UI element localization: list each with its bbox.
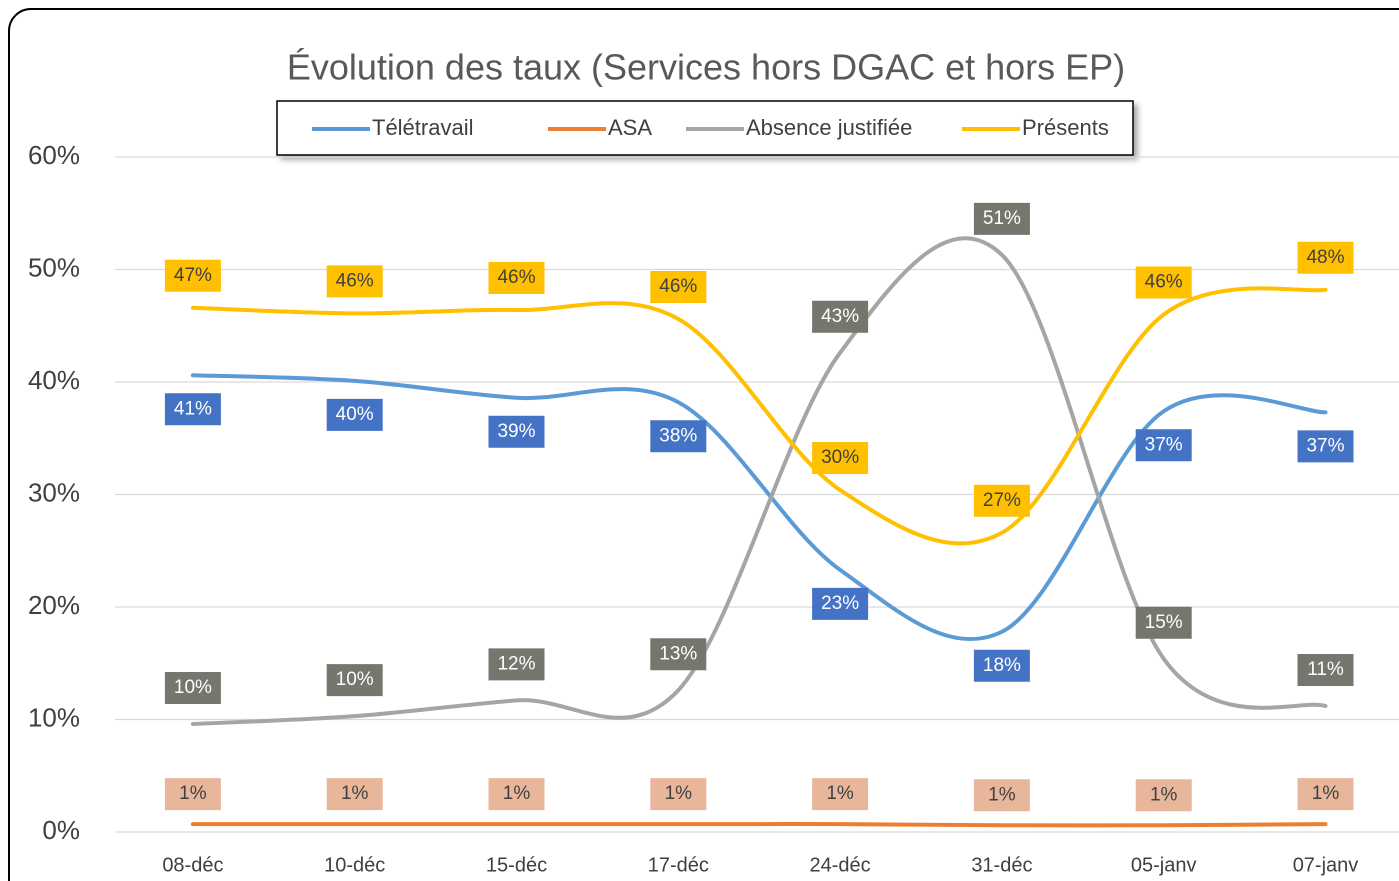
data-label-box bbox=[973, 484, 1030, 517]
y-tick-label: 60% bbox=[28, 140, 80, 170]
x-tick-label: 24-déc bbox=[810, 854, 871, 876]
data-label-box bbox=[164, 393, 221, 426]
y-tick-label: 40% bbox=[28, 365, 80, 395]
data-label-box bbox=[973, 202, 1030, 235]
data-label: 15% bbox=[1145, 612, 1183, 633]
x-tick-label: 17-déc bbox=[648, 854, 709, 876]
data-label: 1% bbox=[665, 783, 693, 804]
x-tick-label: 05-janv bbox=[1131, 854, 1197, 876]
data-label: 1% bbox=[503, 783, 531, 804]
y-tick-label: 20% bbox=[28, 590, 80, 620]
data-label-box bbox=[1135, 779, 1192, 812]
data-label-box bbox=[326, 664, 383, 697]
data-label-box bbox=[650, 420, 707, 453]
data-label-box bbox=[812, 778, 869, 811]
data-label: 23% bbox=[821, 593, 859, 614]
data-label-box bbox=[1135, 429, 1192, 462]
data-label-box bbox=[488, 262, 545, 294]
x-tick-label: 15-déc bbox=[486, 854, 547, 876]
data-label: 10% bbox=[174, 677, 212, 698]
line-series bbox=[190, 286, 1328, 546]
data-label-box bbox=[1297, 654, 1354, 686]
data-label-box bbox=[1297, 430, 1354, 463]
data-label: 46% bbox=[497, 267, 535, 288]
data-label: 12% bbox=[497, 653, 535, 674]
y-tick-label: 0% bbox=[42, 815, 80, 845]
data-label-box bbox=[973, 649, 1030, 682]
data-label-box bbox=[812, 587, 869, 620]
legend-label: Absence justifiée bbox=[746, 115, 912, 140]
data-label-box bbox=[1297, 241, 1354, 274]
data-label: 13% bbox=[659, 643, 697, 664]
data-label: 39% bbox=[497, 421, 535, 442]
legend-label: Présents bbox=[1022, 115, 1109, 140]
data-label-box bbox=[488, 778, 545, 811]
data-label-box bbox=[164, 672, 221, 704]
y-tick-label: 50% bbox=[28, 252, 80, 282]
data-label-box bbox=[164, 259, 221, 292]
data-label: 1% bbox=[341, 783, 369, 804]
data-label-box bbox=[1135, 266, 1192, 299]
data-label: 46% bbox=[659, 276, 697, 297]
y-tick-label: 10% bbox=[28, 702, 80, 732]
x-tick-label: 08-déc bbox=[162, 854, 223, 876]
data-label-box bbox=[326, 265, 383, 298]
data-label-box bbox=[650, 638, 707, 671]
x-tick-label: 31-déc bbox=[971, 854, 1032, 876]
data-label: 1% bbox=[1150, 784, 1178, 805]
data-label: 40% bbox=[336, 404, 374, 425]
data-label: 47% bbox=[174, 265, 212, 286]
data-label-box bbox=[812, 442, 869, 474]
chart-title: Évolution des taux (Services hors DGAC e… bbox=[287, 47, 1125, 88]
legend-label: ASA bbox=[608, 115, 652, 140]
legend-label: Télétravail bbox=[372, 115, 473, 140]
data-label: 1% bbox=[179, 783, 207, 804]
data-label: 1% bbox=[1312, 783, 1340, 804]
data-label: 38% bbox=[659, 425, 697, 446]
data-label: 27% bbox=[983, 490, 1021, 511]
data-label-box bbox=[973, 779, 1030, 812]
y-tick-label: 30% bbox=[28, 477, 80, 507]
data-label-box bbox=[488, 415, 545, 448]
data-label: 11% bbox=[1307, 659, 1344, 680]
data-label-box bbox=[326, 778, 383, 811]
data-label: 18% bbox=[983, 655, 1021, 676]
data-label-box bbox=[812, 300, 869, 333]
data-label: 43% bbox=[821, 306, 859, 327]
data-label: 48% bbox=[1306, 247, 1344, 268]
data-label-box bbox=[488, 648, 545, 681]
line-series bbox=[190, 822, 1328, 828]
data-label: 37% bbox=[1145, 434, 1183, 455]
data-label-box bbox=[650, 778, 707, 811]
data-label-box bbox=[650, 271, 707, 303]
data-label: 46% bbox=[1145, 272, 1183, 293]
data-label-box bbox=[326, 398, 383, 431]
data-label: 41% bbox=[174, 398, 212, 419]
data-label-box bbox=[1135, 606, 1192, 639]
data-label: 1% bbox=[826, 783, 854, 804]
data-label-box bbox=[1297, 778, 1354, 811]
data-label: 1% bbox=[988, 784, 1016, 805]
data-label: 51% bbox=[983, 208, 1021, 229]
x-tick-label: 10-déc bbox=[324, 854, 385, 876]
data-label: 37% bbox=[1306, 435, 1344, 456]
data-label: 10% bbox=[336, 669, 374, 690]
x-tick-label: 07-janv bbox=[1293, 854, 1359, 876]
data-label-box bbox=[164, 778, 221, 811]
data-label: 30% bbox=[821, 447, 859, 468]
data-label: 46% bbox=[336, 270, 374, 291]
